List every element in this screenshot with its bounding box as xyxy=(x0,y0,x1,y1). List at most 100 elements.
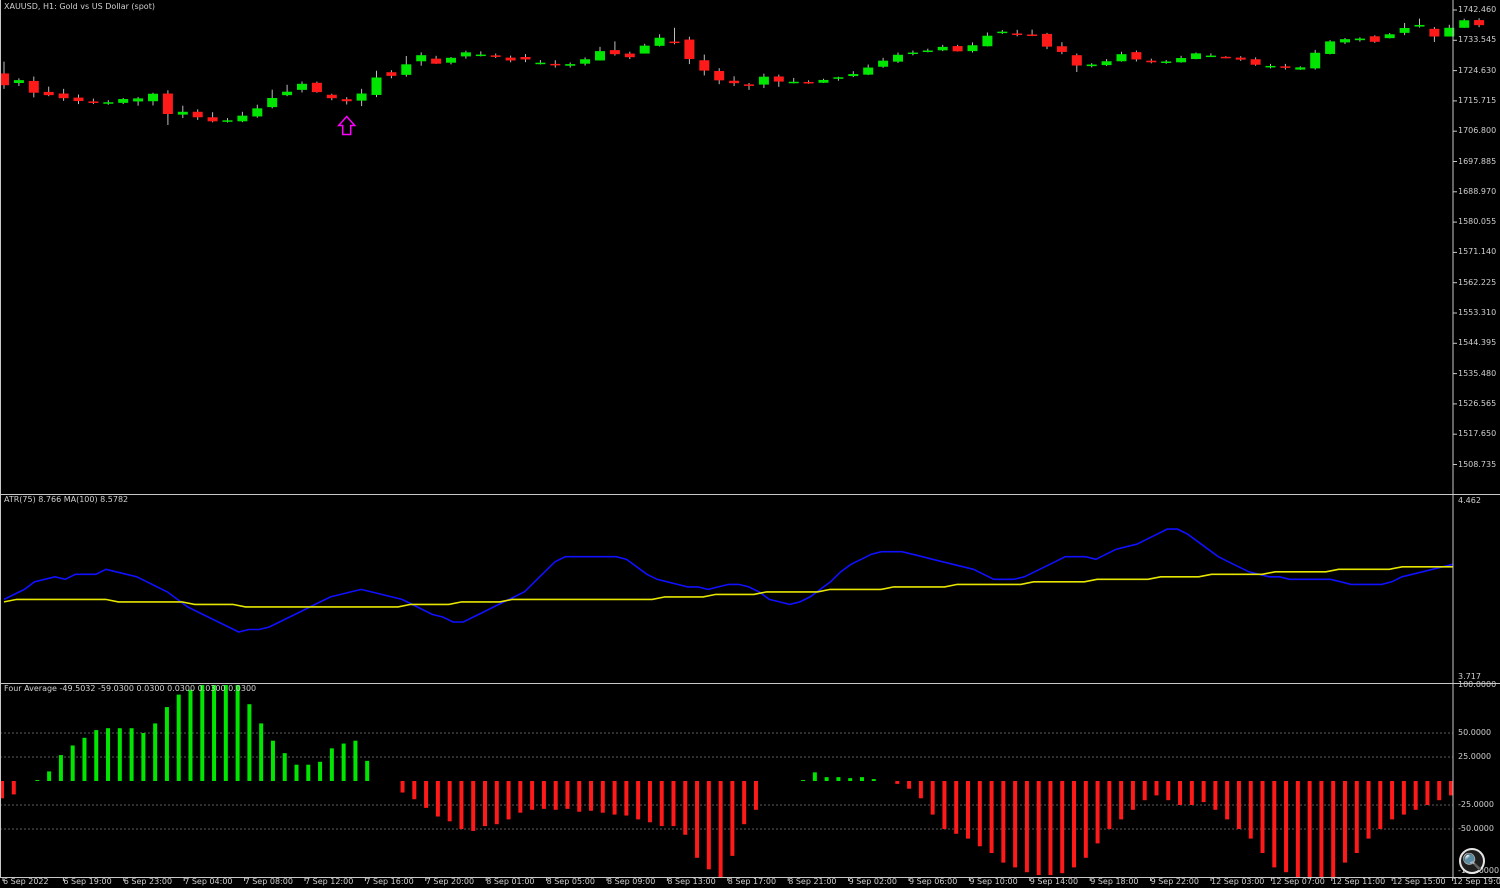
negative-bar xyxy=(1366,781,1371,839)
negative-bar xyxy=(435,781,440,817)
bull-candle xyxy=(982,35,993,47)
price-axis-label: 1724.630 xyxy=(1458,65,1497,75)
negative-bar xyxy=(1001,781,1006,863)
negative-bar xyxy=(1236,781,1241,829)
bull-candle xyxy=(1340,39,1350,43)
indicator-axis-label: 100.0000 xyxy=(1458,680,1497,689)
negative-bar xyxy=(1154,781,1159,796)
negative-bar xyxy=(695,781,700,858)
bull-candle xyxy=(1161,61,1172,63)
bull-candle xyxy=(878,60,889,67)
negative-bar xyxy=(1401,781,1406,815)
negative-bar xyxy=(1130,781,1135,810)
negative-bar xyxy=(1201,781,1206,803)
bull-candle xyxy=(1191,53,1201,60)
bull-candle xyxy=(356,93,367,101)
indicator-info: Four Average -49.5032 -59.0300 0.0300 0.… xyxy=(4,684,257,693)
bull-candle xyxy=(907,52,918,55)
time-axis-label: 9 Sep 22:00 xyxy=(1150,877,1199,886)
magnifier-icon[interactable]: 🔍 xyxy=(1459,848,1485,874)
bull-candle xyxy=(788,81,799,84)
negative-bar xyxy=(447,781,452,822)
negative-bar xyxy=(424,781,429,808)
bear-candle xyxy=(1012,33,1023,35)
bear-candle xyxy=(1056,46,1067,52)
negative-bar xyxy=(1437,781,1442,801)
price-axis-label: 1553.310 xyxy=(1458,308,1497,317)
positive-bar xyxy=(212,685,217,781)
bear-candle xyxy=(386,72,397,76)
bear-candle xyxy=(1027,34,1038,36)
positive-bar xyxy=(801,780,806,781)
negative-bar xyxy=(942,781,947,829)
negative-bar xyxy=(624,781,629,816)
bear-candle xyxy=(28,80,39,93)
price-axis-label: 1544.395 xyxy=(1458,338,1497,348)
time-axis-label: 9 Sep 18:00 xyxy=(1090,877,1139,886)
bull-candle xyxy=(1116,54,1127,62)
positive-bar xyxy=(247,704,252,781)
bear-candle xyxy=(550,63,561,66)
positive-bar xyxy=(153,723,158,781)
negative-bar xyxy=(494,781,499,825)
positive-bar xyxy=(35,780,40,781)
price-axis-label: 1571.140 xyxy=(1458,247,1497,257)
positive-bar xyxy=(259,723,264,781)
price-pane[interactable] xyxy=(0,18,1485,136)
bull-candle xyxy=(535,62,546,65)
positive-bar xyxy=(306,764,311,781)
atr-axis-label: 3.717 xyxy=(1458,672,1481,681)
negative-bar xyxy=(1119,781,1124,820)
atr-pane[interactable] xyxy=(3,528,1454,633)
bear-candle xyxy=(1429,28,1440,37)
negative-bar xyxy=(659,781,664,827)
time-axis-label: 12 Sep 07:00 xyxy=(1271,877,1325,886)
time-axis-label: 12 Sep 15:00 xyxy=(1392,877,1446,886)
time-axis-label: 7 Sep 16:00 xyxy=(365,877,414,886)
bear-candle xyxy=(1474,20,1485,26)
time-axis-label: 12 Sep 19:00 xyxy=(1452,877,1500,886)
bear-candle xyxy=(0,73,9,86)
negative-bar xyxy=(1319,781,1324,877)
bull-candle xyxy=(237,115,248,122)
bull-candle xyxy=(1399,27,1410,33)
positive-bar xyxy=(164,707,169,781)
indicator-axis-label: -50.0000 xyxy=(1458,824,1494,833)
negative-bar xyxy=(412,781,417,800)
bull-candle xyxy=(893,54,903,62)
negative-bar xyxy=(977,781,982,847)
symbol-info: XAUUSD, H1: Gold vs US Dollar (spot) xyxy=(4,2,155,11)
bull-candle xyxy=(446,57,456,63)
negative-bar xyxy=(636,781,641,820)
bear-candle xyxy=(773,76,784,82)
positive-bar xyxy=(329,748,334,781)
negative-bar xyxy=(1413,781,1418,810)
negative-bar xyxy=(553,781,558,810)
negative-bar xyxy=(1107,781,1112,829)
positive-bar xyxy=(94,730,99,781)
bull-candle xyxy=(148,93,158,102)
price-axis-label: 1562.225 xyxy=(1458,277,1497,287)
negative-bar xyxy=(1048,781,1053,876)
negative-bar xyxy=(1225,781,1230,820)
bear-candle xyxy=(431,58,442,64)
bull-candle xyxy=(937,46,948,51)
bear-candle xyxy=(699,60,710,71)
bull-candle xyxy=(818,79,829,83)
bull-candle xyxy=(475,54,486,57)
bear-candle xyxy=(684,39,695,60)
time-axis-label: 9 Sep 06:00 xyxy=(909,877,958,886)
bull-candle xyxy=(997,31,1008,34)
bull-candle xyxy=(133,98,144,102)
bull-candle xyxy=(758,76,769,85)
price-axis-label: 1688.970 xyxy=(1458,186,1497,196)
positive-bar xyxy=(859,777,864,781)
negative-bar xyxy=(1449,781,1453,796)
bear-candle xyxy=(1146,60,1157,63)
positive-bar xyxy=(353,740,358,781)
indicator-pane[interactable] xyxy=(0,685,1453,877)
negative-bar xyxy=(1295,781,1300,877)
bear-candle xyxy=(162,93,173,115)
price-axis-label: 1733.545 xyxy=(1458,35,1497,45)
